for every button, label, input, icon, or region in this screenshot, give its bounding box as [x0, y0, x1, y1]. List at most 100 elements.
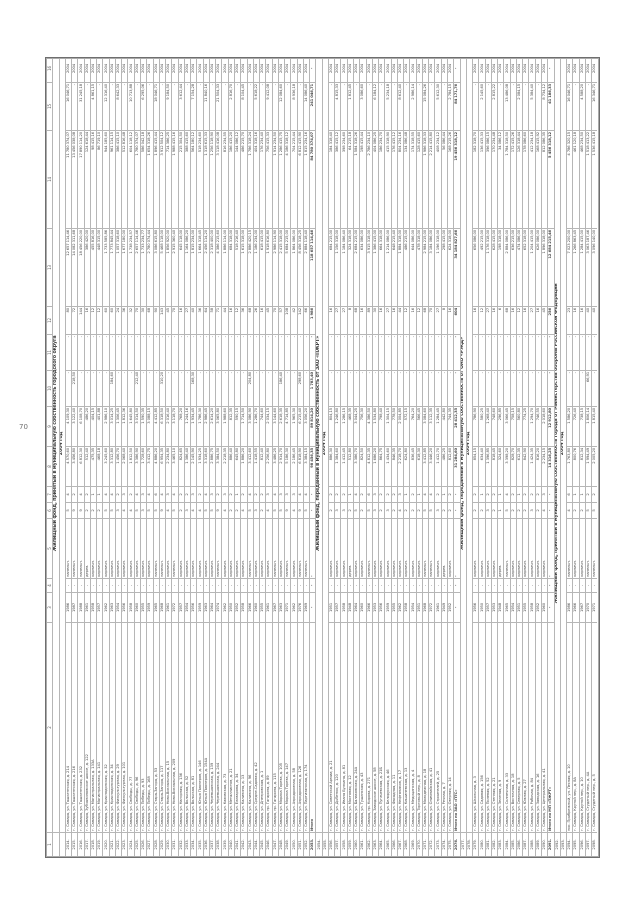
- table-cell: 176 415,12: [391, 130, 397, 228]
- table-cell: 1952: [535, 592, 541, 622]
- table-cell: 812,60: [448, 446, 454, 486]
- table-cell: 3: [122, 486, 128, 502]
- table-cell: 812,34: [579, 446, 585, 486]
- table-cell: 16: [510, 306, 516, 334]
- table-cell: 2004: [429, 63, 434, 74]
- table-cell: г. Самара, ул. Рабочая, д. 84: [529, 622, 535, 832]
- table-cell: 2062.: [366, 832, 372, 856]
- table-cell: 1964: [209, 592, 216, 622]
- table-cell: 2 886,75: [209, 446, 216, 486]
- table-cell: 6 108,70: [78, 406, 84, 446]
- table-cell: 2 986,45: [203, 406, 209, 446]
- table-cell: -: [347, 370, 354, 406]
- table-cell: 34 184 827,66: [454, 228, 460, 306]
- table-cell: 3: [397, 486, 404, 502]
- table-cell: кирпичн.: [416, 518, 422, 578]
- table-cell: 1957: [485, 592, 491, 622]
- table-cell: 2059.: [347, 832, 354, 856]
- table-cell: 2: [435, 486, 441, 502]
- table-cell: 5: [147, 502, 153, 518]
- table-cell: 2004: [335, 63, 340, 74]
- table-cell: -: [573, 82, 579, 130]
- table-cell: 27: [435, 306, 441, 334]
- table-cell: 1953: [372, 592, 379, 622]
- table-cell: г. Самара, ул. Медицинская, д. 4: [410, 622, 416, 832]
- table-cell: 66,91: [585, 370, 592, 406]
- table-cell: -: [147, 578, 153, 592]
- table-cell: 404 318,16: [253, 130, 260, 228]
- table-cell: 1 204 415,00: [529, 228, 535, 306]
- table-cell: 3: [278, 486, 285, 502]
- table-cell: г. Самара, ул. Партизанская, д. 174: [303, 622, 310, 832]
- table-cell: -: [573, 578, 579, 592]
- table-cell: 3 044,25: [354, 406, 360, 446]
- table-cell: 14: [47, 130, 53, 228]
- table-cell: 604 118,12: [128, 130, 134, 228]
- table-cell: -: [115, 334, 122, 370]
- table-cell: -: [97, 370, 103, 406]
- table-cell: -: [122, 82, 128, 130]
- table-cell: 474 086,00: [516, 228, 523, 306]
- table-cell: 2004: [479, 63, 484, 74]
- table-cell: 2: [260, 502, 266, 518]
- table-cell: -: [548, 578, 554, 592]
- table-cell: 604: [454, 306, 460, 334]
- table-cell: -: [354, 334, 360, 370]
- table-cell: 2018.: [90, 832, 97, 856]
- table-cell: 5: [65, 502, 72, 518]
- table-cell: 68: [422, 306, 429, 334]
- table-cell: -: [529, 370, 535, 406]
- table-cell: 3 384,50: [216, 446, 222, 486]
- table-cell: 2 218,35: [222, 446, 228, 486]
- table-cell: -: [128, 334, 134, 370]
- table-cell: 448 315,00: [97, 228, 103, 306]
- table-cell: 2032.: [178, 832, 184, 856]
- table-cell: 1967: [579, 592, 585, 622]
- table-cell: 70: [272, 306, 278, 334]
- table-cell: 7: [47, 486, 53, 502]
- table-cell: 2004: [341, 63, 346, 74]
- table-cell: 3: [291, 486, 297, 502]
- table-cell: 2063.: [372, 832, 379, 856]
- table-cell: 2004: [234, 63, 240, 74]
- table-cell: кирпичн.: [90, 518, 97, 578]
- table-cell: 4: [134, 486, 140, 502]
- table-cell: -: [422, 334, 429, 370]
- table-cell: 143: [159, 306, 166, 334]
- table-cell: 1 738 234,57: [128, 228, 134, 306]
- table-cell: -: [473, 334, 479, 370]
- table-cell: панельн.: [72, 518, 78, 578]
- table-cell: 215 304,50: [178, 130, 184, 228]
- table-cell: кирпичн.: [491, 518, 498, 578]
- table-cell: 9: [285, 502, 291, 518]
- table-cell: 1 256 118,90: [209, 130, 216, 228]
- table-cell: 2074.: [441, 832, 447, 856]
- table-cell: 2004: [416, 63, 421, 74]
- table-cell: -: [592, 578, 598, 592]
- table-cell: кирпичн.: [435, 518, 441, 578]
- table-cell: 1 184 086,40: [341, 228, 347, 306]
- table-cell: 16: [47, 66, 53, 71]
- table-cell: 408 234,12: [435, 130, 441, 228]
- table-cell: -: [272, 334, 278, 370]
- table-cell: -: [65, 370, 72, 406]
- table-cell: -: [448, 334, 454, 370]
- table-cell: 2004 год: [560, 431, 566, 456]
- table-cell: 1 896 415,44: [153, 130, 159, 228]
- table-cell: 5: [203, 502, 209, 518]
- table-cell: 1968: [422, 592, 429, 622]
- table-cell: 1959: [197, 592, 203, 622]
- table-cell: 626 086,00: [535, 228, 541, 306]
- table-cell: 2004: [266, 63, 271, 74]
- table-cell: 2043.: [247, 832, 253, 856]
- table-cell: -: [147, 334, 153, 370]
- table-cell: -: [310, 518, 316, 578]
- table-cell: -: [372, 578, 379, 592]
- table-cell: 2 256,80: [266, 446, 272, 486]
- table-cell: 2055.: [322, 832, 328, 856]
- table-cell: 1: [516, 486, 523, 502]
- table-cell: г. Самара, ул. Днепровская, д. 1: [260, 622, 266, 832]
- table-cell: кирпичн.: [191, 518, 197, 578]
- table-cell: -: [285, 370, 291, 406]
- table-cell: 12: [97, 306, 103, 334]
